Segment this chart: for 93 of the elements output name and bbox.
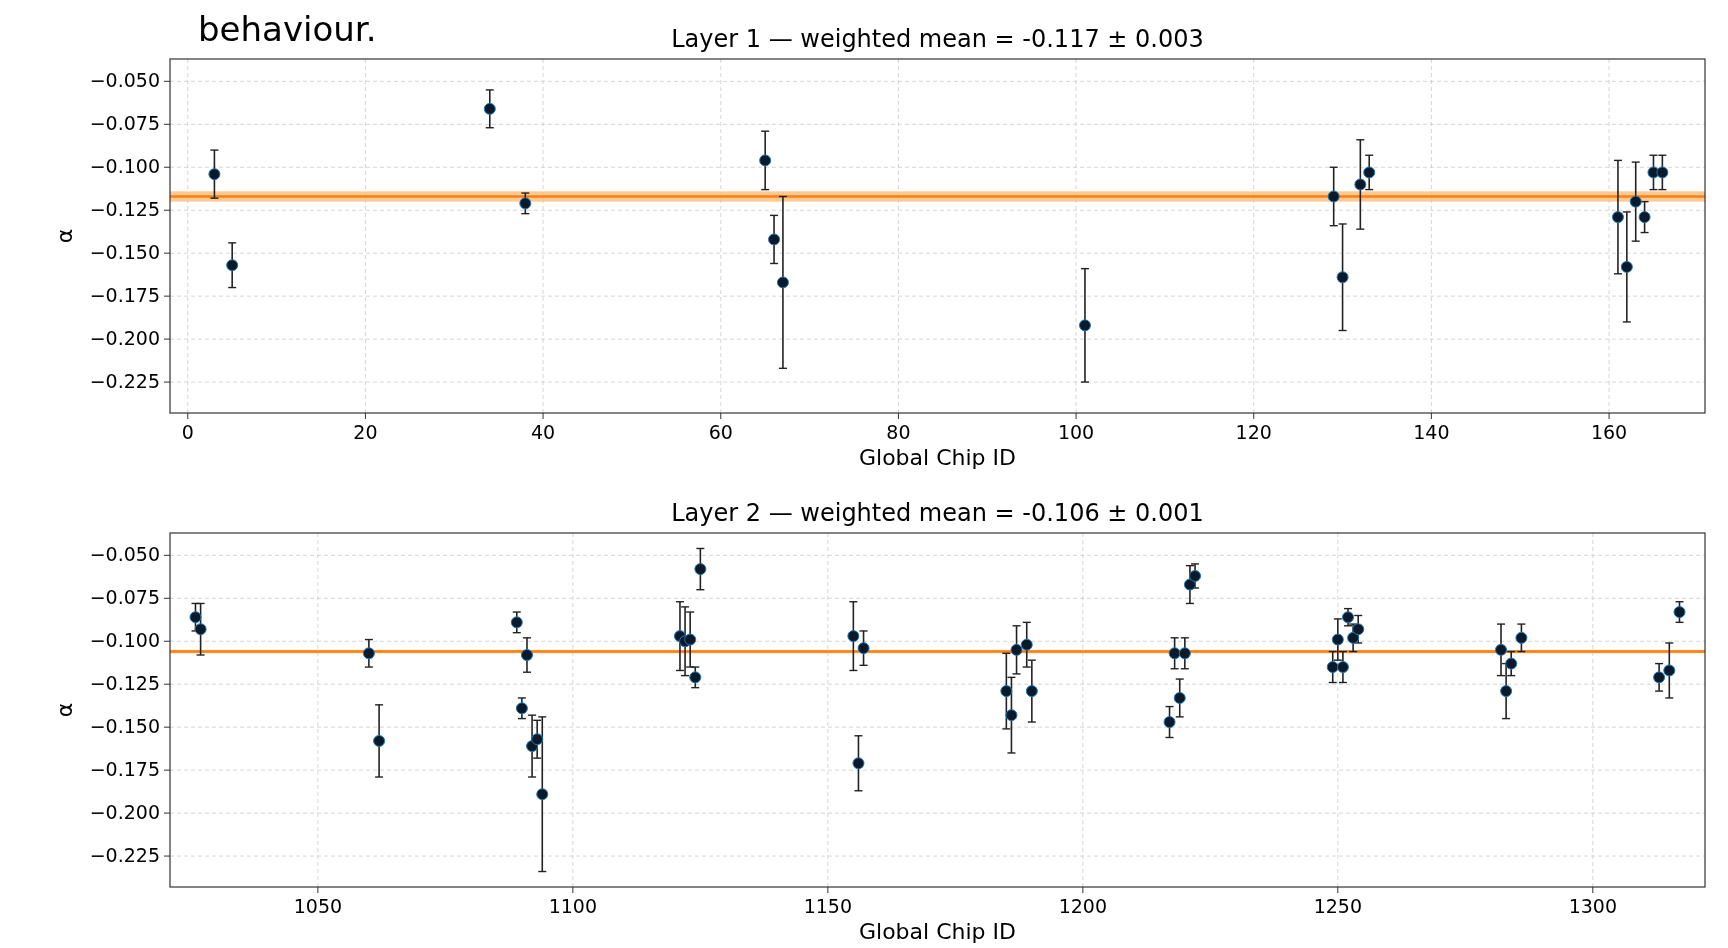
x-tick-label: 1300 bbox=[1568, 895, 1617, 917]
point bbox=[1347, 631, 1360, 644]
point bbox=[1010, 643, 1023, 656]
point bbox=[768, 233, 781, 246]
point bbox=[362, 647, 375, 660]
point bbox=[1163, 716, 1176, 729]
point bbox=[694, 563, 707, 576]
point bbox=[689, 671, 702, 684]
x-axis-title: Global Chip ID bbox=[859, 445, 1016, 470]
point bbox=[1168, 647, 1181, 660]
y-tick-label: −0.150 bbox=[89, 241, 160, 264]
point bbox=[531, 733, 544, 746]
point bbox=[684, 633, 697, 646]
y-tick-label: −0.200 bbox=[89, 327, 160, 350]
x-tick-label: 160 bbox=[1590, 421, 1628, 443]
y-tick-label: −0.075 bbox=[89, 112, 160, 135]
point bbox=[1663, 664, 1676, 677]
point bbox=[1078, 319, 1091, 332]
y-tick-label: −0.175 bbox=[89, 284, 160, 307]
x-tick-label: 1250 bbox=[1313, 895, 1362, 917]
y-tick-label: −0.050 bbox=[89, 69, 160, 92]
x-tick-label: 1150 bbox=[803, 895, 853, 917]
y-tick-label: −0.050 bbox=[89, 543, 160, 566]
point bbox=[1005, 709, 1018, 722]
point bbox=[1611, 211, 1624, 224]
point bbox=[1020, 638, 1033, 651]
point bbox=[1178, 647, 1191, 660]
point bbox=[194, 623, 207, 636]
y-tick-label: −0.150 bbox=[89, 715, 160, 738]
point bbox=[1326, 661, 1339, 674]
point bbox=[1620, 260, 1633, 273]
y-tick-label: −0.100 bbox=[89, 629, 160, 652]
point bbox=[1336, 271, 1349, 284]
x-tick-label: 140 bbox=[1413, 421, 1450, 443]
y-tick-label: −0.125 bbox=[89, 198, 160, 221]
x-tick-label: 120 bbox=[1235, 421, 1272, 443]
point bbox=[1515, 631, 1528, 644]
point bbox=[519, 197, 532, 210]
point bbox=[1500, 685, 1513, 698]
point bbox=[1336, 661, 1349, 674]
x-tick-label: 100 bbox=[1057, 421, 1095, 443]
point bbox=[373, 734, 386, 747]
point bbox=[1363, 166, 1376, 179]
y-tick-label: −0.200 bbox=[89, 801, 160, 824]
x-tick-label: 1050 bbox=[293, 895, 343, 917]
x-tick-label: 0 bbox=[181, 421, 194, 443]
x-axis-title: Global Chip ID bbox=[859, 919, 1016, 944]
point bbox=[208, 168, 221, 181]
y-tick-label: −0.100 bbox=[89, 155, 160, 178]
y-axis-title: α bbox=[52, 702, 77, 718]
point bbox=[776, 276, 789, 289]
y-axis-title: α bbox=[52, 228, 77, 244]
point bbox=[1183, 578, 1196, 591]
point bbox=[759, 154, 772, 167]
point bbox=[1189, 569, 1202, 582]
text: behaviour. bbox=[198, 9, 377, 49]
point bbox=[1656, 166, 1669, 179]
point bbox=[1025, 685, 1038, 698]
chart-title: Layer 1 — weighted mean = -0.117 ± 0.003 bbox=[671, 25, 1204, 53]
point bbox=[1352, 623, 1365, 636]
y-tick-label: −0.225 bbox=[89, 844, 160, 867]
point bbox=[1638, 211, 1651, 224]
x-tick-label: 80 bbox=[886, 421, 911, 443]
y-tick-label: −0.225 bbox=[89, 370, 160, 393]
point bbox=[1495, 643, 1508, 656]
point bbox=[226, 259, 239, 272]
point bbox=[1673, 606, 1686, 619]
point bbox=[857, 642, 870, 655]
x-tick-label: 20 bbox=[353, 421, 378, 443]
x-tick-label: 1200 bbox=[1058, 895, 1108, 917]
point bbox=[515, 702, 528, 715]
x-tick-label: 1100 bbox=[548, 895, 598, 917]
point bbox=[536, 788, 549, 801]
point bbox=[1173, 691, 1186, 704]
point bbox=[1629, 195, 1642, 208]
point bbox=[1327, 190, 1340, 203]
point bbox=[1505, 657, 1518, 670]
point bbox=[852, 757, 865, 770]
x-tick-label: 60 bbox=[708, 421, 733, 443]
point bbox=[1331, 633, 1344, 646]
point bbox=[189, 611, 202, 624]
point bbox=[1354, 178, 1367, 191]
y-tick-label: −0.125 bbox=[89, 672, 160, 695]
point bbox=[483, 102, 496, 115]
y-tick-label: −0.075 bbox=[89, 586, 160, 609]
point bbox=[847, 630, 860, 643]
point bbox=[1653, 671, 1666, 684]
point bbox=[520, 649, 533, 662]
chart-title: Layer 2 — weighted mean = -0.106 ± 0.001 bbox=[671, 499, 1204, 527]
y-tick-label: −0.175 bbox=[89, 758, 160, 781]
x-tick-label: 40 bbox=[531, 421, 556, 443]
point bbox=[510, 616, 523, 629]
point bbox=[1000, 685, 1013, 698]
